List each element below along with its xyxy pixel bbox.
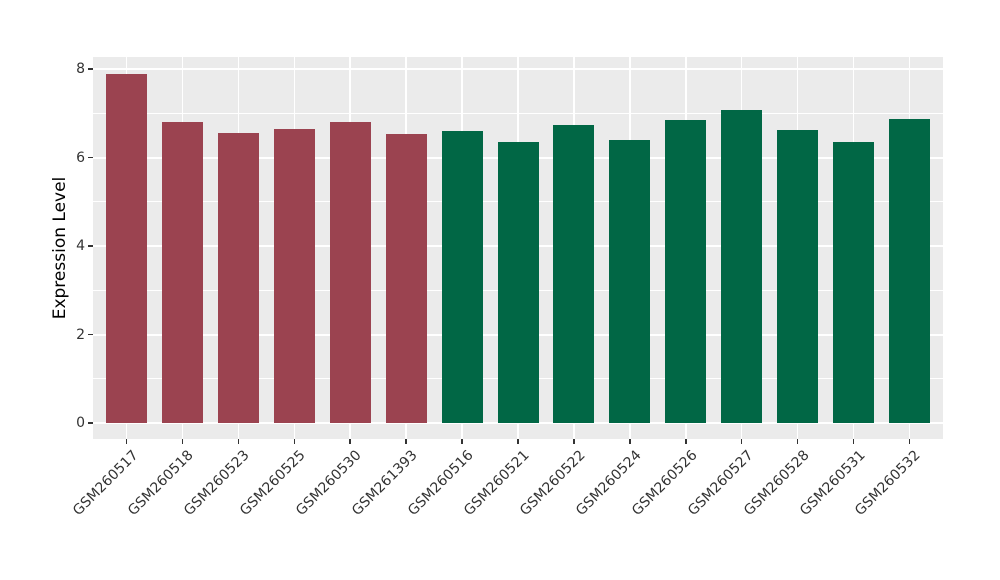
- y-tick: [88, 245, 93, 247]
- y-tick: [88, 68, 93, 70]
- bar: [497, 142, 539, 423]
- x-tick-label: GSM260524: [572, 447, 645, 519]
- bar: [441, 130, 483, 423]
- bar: [553, 124, 595, 423]
- y-tick-label: 6: [76, 149, 85, 166]
- x-tick-label: GSM260532: [852, 447, 925, 519]
- x-tick-label: GSM260523: [181, 447, 253, 519]
- x-tick-label: GSM260518: [125, 447, 198, 519]
- x-tick: [517, 439, 519, 444]
- x-tick-label: GSM260525: [237, 447, 309, 519]
- x-tick: [573, 439, 575, 444]
- bar: [665, 120, 707, 423]
- x-tick-label: GSM260527: [684, 447, 757, 519]
- x-tick: [125, 439, 128, 444]
- x-tick-label: GSM260530: [293, 447, 365, 519]
- bar: [273, 129, 315, 423]
- x-tick: [852, 439, 855, 444]
- x-tick-label: GSM260517: [69, 447, 142, 519]
- bar: [721, 109, 763, 423]
- plot-panel: [93, 57, 943, 439]
- bar: [609, 139, 651, 423]
- x-tick-label: GSM260531: [796, 447, 869, 519]
- x-tick: [349, 439, 351, 444]
- bar: [385, 134, 427, 423]
- x-tick: [461, 439, 463, 444]
- y-tick: [88, 422, 93, 424]
- y-tick-label: 8: [76, 61, 85, 77]
- y-tick: [88, 156, 93, 159]
- x-tick: [908, 439, 911, 444]
- bar: [833, 142, 875, 423]
- x-tick-label: GSM260522: [516, 447, 589, 519]
- x-tick-label: GSM260521: [461, 447, 533, 519]
- bar: [777, 130, 819, 423]
- y-tick-label: 4: [76, 238, 85, 254]
- bar: [329, 122, 371, 423]
- x-tick: [237, 439, 240, 444]
- y-tick: [88, 333, 93, 336]
- y-tick-label: 0: [76, 415, 85, 431]
- x-tick: [740, 439, 743, 444]
- x-tick-label: GSM260516: [405, 447, 477, 519]
- x-tick-label: GSM260526: [628, 447, 701, 519]
- x-tick: [796, 439, 799, 444]
- x-tick-label: GSM260528: [740, 447, 813, 519]
- x-tick: [293, 439, 296, 444]
- bar: [888, 119, 930, 423]
- bar: [161, 122, 203, 423]
- bar: [106, 74, 148, 423]
- y-tick-label: 2: [76, 326, 85, 343]
- x-tick: [629, 439, 631, 444]
- x-tick: [405, 439, 407, 444]
- x-tick: [685, 439, 687, 444]
- bar: [217, 133, 259, 423]
- x-tick: [181, 439, 184, 444]
- x-tick-label: GSM261393: [349, 447, 421, 519]
